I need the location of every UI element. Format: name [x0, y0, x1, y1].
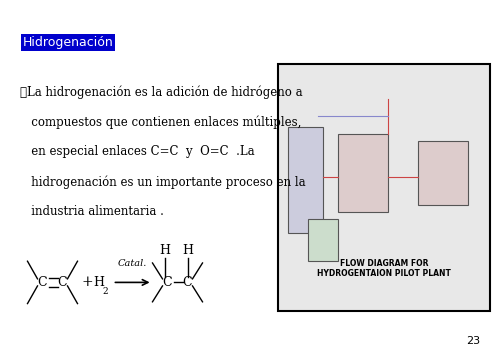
Bar: [338, 134, 388, 212]
Text: 23: 23: [466, 336, 480, 346]
Bar: [308, 219, 338, 261]
Text: C: C: [38, 276, 48, 289]
Text: compuestos que contienen enlaces múltiples,: compuestos que contienen enlaces múltipl…: [20, 115, 302, 128]
Bar: [278, 64, 490, 311]
Text: FLOW DIAGRAM FOR
HYDROGENTAION PILOT PLANT: FLOW DIAGRAM FOR HYDROGENTAION PILOT PLA…: [317, 259, 450, 278]
Text: C: C: [58, 276, 68, 289]
Text: hidrogenación es un importante proceso en la: hidrogenación es un importante proceso e…: [20, 175, 306, 189]
Text: C: C: [182, 276, 192, 289]
Text: +: +: [82, 275, 94, 289]
Text: ❖La hidrogenación es la adición de hidrógeno a: ❖La hidrogenación es la adición de hidró…: [20, 85, 302, 98]
Text: 2: 2: [102, 287, 108, 296]
Bar: [288, 127, 322, 233]
Text: en especial enlaces C=C  y  O=C  .La: en especial enlaces C=C y O=C .La: [20, 145, 254, 158]
Text: Catal.: Catal.: [118, 259, 147, 268]
Text: H: H: [93, 276, 104, 289]
Text: C: C: [162, 276, 172, 289]
Text: H: H: [160, 244, 170, 257]
Text: industria alimentaria .: industria alimentaria .: [20, 205, 164, 218]
Text: H: H: [182, 244, 193, 257]
Text: Hidrogenación: Hidrogenación: [22, 36, 113, 49]
Bar: [418, 141, 468, 205]
